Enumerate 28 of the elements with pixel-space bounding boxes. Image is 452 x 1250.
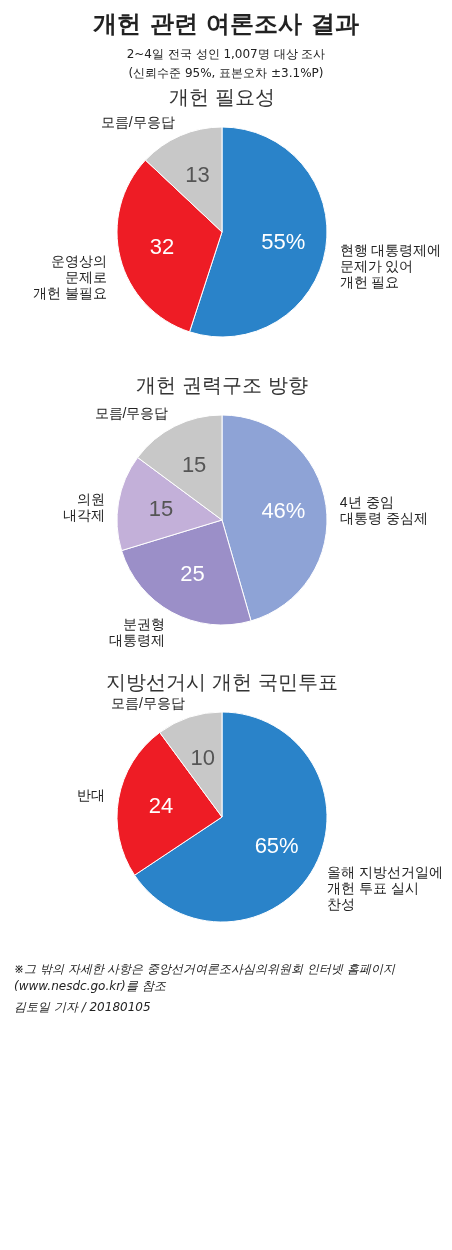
data-label: 13 [185, 162, 210, 188]
data-label: 10 [190, 745, 215, 771]
chart-title: 개헌 필요성 [169, 86, 275, 108]
text: 2~4일 전국 성인 1,007명 대상 조사 [125, 46, 327, 63]
data-label: 65% [254, 833, 299, 859]
data-label: 15 [181, 451, 207, 477]
slice-label: 모름/무응답 [110, 694, 185, 711]
data-label: 46% [261, 498, 306, 524]
slice-label: 운영상의 문제로 개헌 불필요 [32, 252, 107, 301]
chart-title: 개헌 권력구조 방향 [136, 374, 308, 396]
slice-label: 의원 내각제 [62, 490, 105, 523]
data-label: 55% [261, 228, 306, 254]
data-label: 15 [148, 496, 174, 522]
slice-label: 현행 대통령제에 문제가 있어 개헌 필요 [339, 241, 442, 290]
slice-label: 올해 지방선거일에 개헌 투표 실시 찬성 [326, 864, 443, 913]
slice-label: 모름/무응답 [100, 113, 175, 130]
text: (신뢰수준 95%, 표본오차 ±3.1%P) [127, 65, 325, 82]
text: ※그 밖의 자세한 사항은 중앙선거여론조사심의위원회 인터넷 홈페이지(www.nesdc.go.kr)를 참조 [14, 961, 397, 995]
data-label: 24 [148, 793, 174, 819]
text: 김토일 기자 / 20180105 [14, 999, 152, 1016]
chart-title: 지방선거시 개헌 국민투표 [106, 670, 338, 693]
text: 개헌 관련 여론조사 결과 [92, 9, 360, 40]
data-label: 32 [149, 234, 175, 260]
slice-label: 4년 중임 대통령 중심제 [339, 494, 428, 527]
slice-label: 반대 [76, 787, 105, 804]
slice-label: 모름/무응답 [94, 404, 169, 421]
slice-label: 분권형 대통령제 [109, 615, 166, 648]
data-label: 25 [180, 561, 205, 587]
